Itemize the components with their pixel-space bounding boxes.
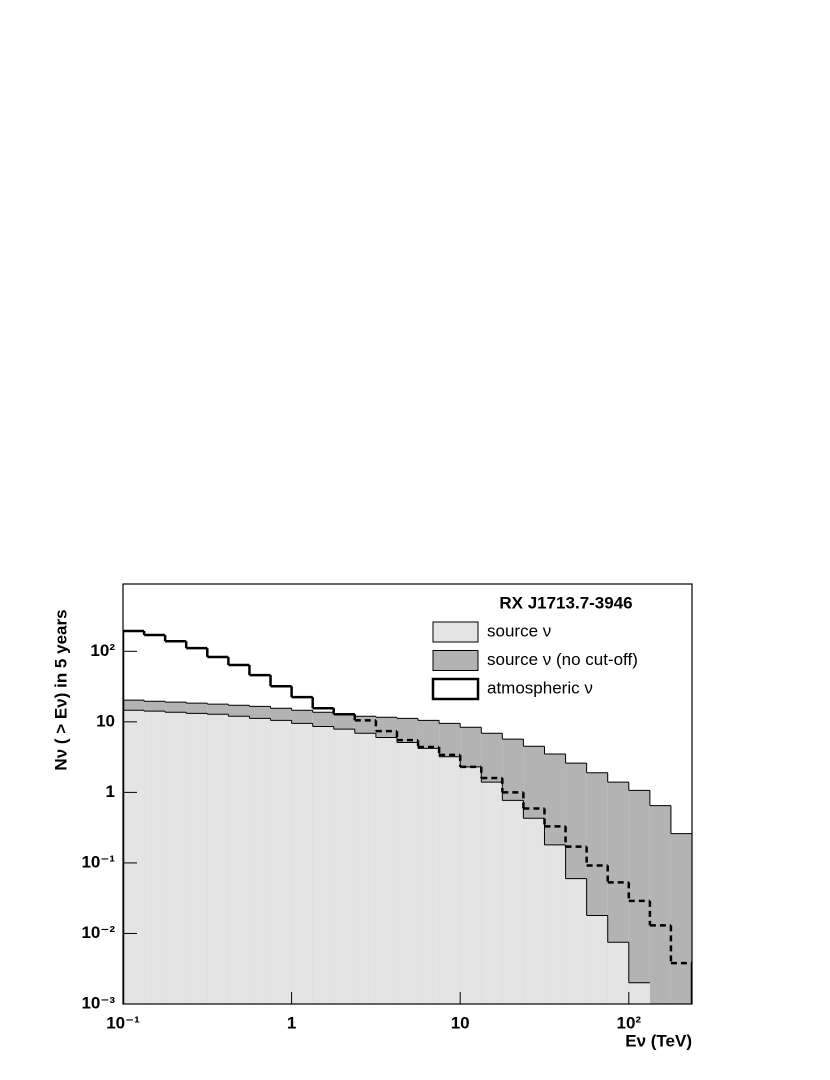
histogram-bar xyxy=(523,818,545,1004)
x-tick-label: 10 xyxy=(451,1013,470,1032)
histogram-bar xyxy=(291,723,313,1004)
histogram-bar xyxy=(228,716,250,1004)
histogram-bar xyxy=(186,713,208,1004)
x-tick-label: 10² xyxy=(616,1013,641,1032)
histogram-bar xyxy=(481,782,503,1004)
y-axis-label: Nν ( > Eν) in 5 years xyxy=(51,609,70,770)
legend-label: source ν (no cut-off) xyxy=(487,650,638,669)
legend-title: RX J1713.7-3946 xyxy=(499,593,632,612)
plot-frame xyxy=(122,583,693,1005)
histogram-bar xyxy=(333,729,355,1004)
legend-label: source ν xyxy=(487,621,551,640)
legend-swatch xyxy=(431,677,480,701)
x-tick-label: 10⁻¹ xyxy=(106,1013,140,1032)
histogram-bar xyxy=(565,878,587,1004)
histogram-bar xyxy=(375,737,397,1004)
x-axis-label: Eν (TeV) xyxy=(625,1031,692,1050)
histogram-bar xyxy=(670,833,692,1004)
histogram-bar xyxy=(439,756,461,1004)
histogram-bar xyxy=(586,915,608,1004)
legend-swatch xyxy=(432,650,479,671)
y-tick-label: 10⁻² xyxy=(81,923,115,942)
y-tick-label: 10² xyxy=(90,641,115,660)
histogram-bar xyxy=(607,942,629,1004)
histogram-bar xyxy=(144,711,166,1004)
histogram-bar xyxy=(354,733,376,1004)
histogram-bar xyxy=(628,982,650,1004)
histogram-bar xyxy=(312,726,334,1004)
histogram-bar xyxy=(502,800,524,1004)
y-tick-label: 10⁻³ xyxy=(81,993,115,1012)
histogram-bar xyxy=(418,748,440,1004)
plot-area xyxy=(123,629,692,1004)
legend-label: atmospheric ν xyxy=(487,678,593,697)
histogram-bar xyxy=(628,790,650,1004)
y-tick-label: 1 xyxy=(106,782,115,801)
histogram-bar xyxy=(649,805,671,1004)
histogram-bar xyxy=(207,714,229,1004)
histogram-bar xyxy=(165,712,187,1004)
histogram-bar xyxy=(123,710,145,1004)
histogram-bar xyxy=(249,718,271,1004)
x-tick-label: 1 xyxy=(287,1013,296,1032)
histogram-bar xyxy=(270,720,292,1004)
histogram-bar xyxy=(544,844,566,1004)
histogram-bar xyxy=(460,766,482,1004)
legend-swatch xyxy=(432,621,479,643)
y-tick-label: 10 xyxy=(96,711,115,730)
y-tick-label: 10⁻¹ xyxy=(81,852,115,871)
histogram-bar xyxy=(396,742,419,1004)
